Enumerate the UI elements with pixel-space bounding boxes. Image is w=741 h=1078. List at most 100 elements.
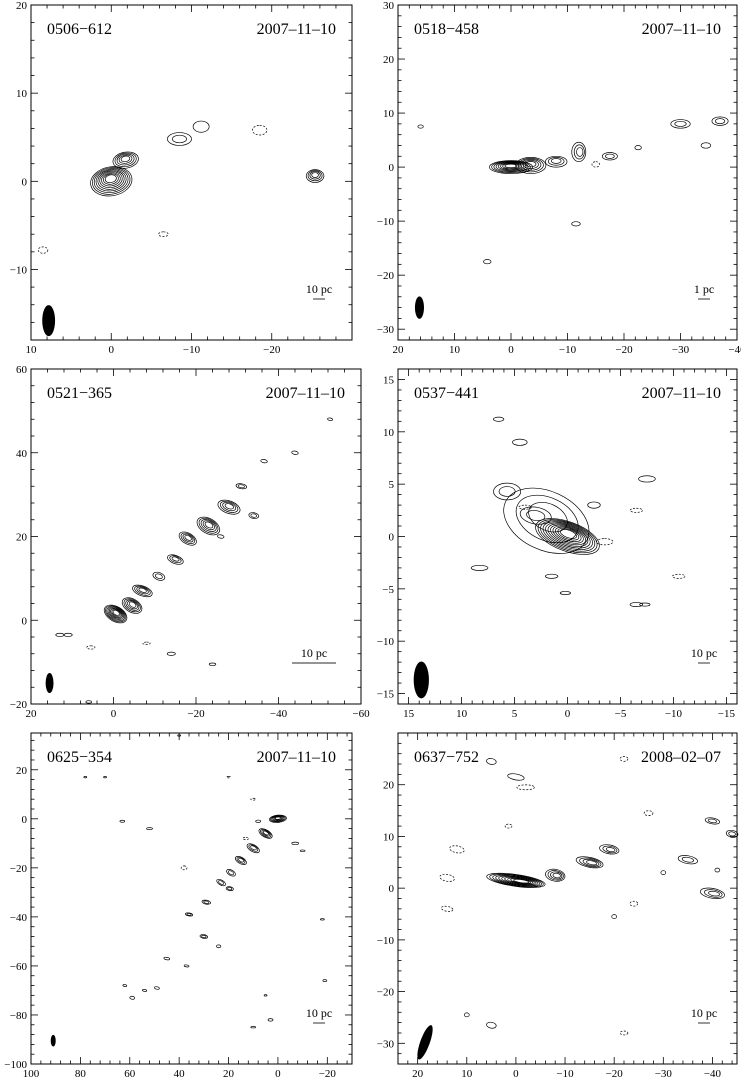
y-tick-label: 20 <box>16 765 28 777</box>
source-name: 0637−752 <box>414 749 479 766</box>
contour-level <box>192 120 210 133</box>
contour-level <box>486 1021 497 1029</box>
contour-level <box>537 519 598 554</box>
contour-level <box>512 438 528 446</box>
contour-level <box>132 584 153 598</box>
x-tick-label: −30 <box>672 344 690 356</box>
contour-level <box>542 521 593 550</box>
plot-frame <box>30 4 353 341</box>
panel-6: 20 10 0 −10 −20 −30 −40 −30 −20 −10 0 10 20 0637−752 2… <box>377 732 739 1078</box>
contour-level <box>575 856 604 869</box>
contour-map <box>37 120 325 254</box>
contour-level <box>92 167 131 195</box>
beam-ellipse <box>414 296 424 319</box>
y-tick-label: 20 <box>383 54 395 66</box>
contour-level <box>201 934 207 939</box>
y-tick-label: −10 <box>10 264 28 276</box>
contour-level <box>503 487 590 554</box>
contour-level <box>519 506 552 525</box>
observation-date: 2007–11–10 <box>257 21 336 38</box>
beam-ellipse <box>413 661 429 699</box>
observation-date: 2007–11–10 <box>642 21 721 38</box>
contour-level <box>250 845 257 851</box>
contour-level <box>544 573 559 579</box>
contour-level <box>169 555 182 564</box>
contour-level <box>271 815 285 822</box>
contour-level <box>417 124 424 129</box>
x-tick-label: −40 <box>728 344 741 356</box>
y-tick-label: −80 <box>10 1010 28 1022</box>
source-name: 0506−612 <box>47 21 112 38</box>
contour-level <box>104 174 117 184</box>
negative-contour <box>250 797 257 801</box>
contour-level <box>263 994 268 997</box>
contour-level <box>218 880 225 885</box>
contour-map <box>470 416 686 607</box>
contour-level <box>228 870 234 876</box>
y-tick-label: 10 <box>383 108 395 120</box>
contour-level <box>250 1026 257 1029</box>
contour-level <box>670 119 691 129</box>
contour-level <box>110 608 122 618</box>
contour-level <box>166 651 176 656</box>
contour-level <box>178 531 197 546</box>
contour-level <box>522 160 539 169</box>
contour-level <box>121 597 143 614</box>
contour-level <box>605 847 616 853</box>
x-tick-label: −20 <box>187 708 205 720</box>
y-tick-label: 20 <box>16 0 28 12</box>
y-tick-label: 20 <box>16 532 28 544</box>
x-tick-label: 100 <box>23 1068 40 1078</box>
contour-level <box>222 502 237 512</box>
contour-level <box>202 520 215 531</box>
negative-contour <box>37 246 49 254</box>
contour-level <box>639 602 651 607</box>
x-tick-label: 40 <box>174 1068 186 1078</box>
panel-1: 10 0 −10 −20 −10 0 10 20 0506−612 2007–11–10 10 pc <box>10 0 353 356</box>
y-tick-label: −100 <box>4 1059 27 1071</box>
contour-level <box>114 152 137 168</box>
contour-level <box>498 875 539 886</box>
contour-level <box>708 890 720 897</box>
contour-level <box>261 829 271 837</box>
contour-level <box>493 416 505 422</box>
contour-level <box>203 900 210 904</box>
contour-level <box>142 989 148 992</box>
contour-level <box>601 152 618 161</box>
x-tick-label: 0 <box>513 1068 519 1078</box>
contour-level <box>495 161 527 172</box>
negative-contour <box>252 125 268 136</box>
contour-level <box>267 1018 274 1022</box>
negative-contour <box>619 756 629 762</box>
x-tick-label: 20 <box>393 344 405 356</box>
contour-level <box>714 867 721 873</box>
x-tick-label: 60 <box>124 1068 136 1078</box>
panel-2: 20 10 0 −10 −20 −30 −40 −30 −20 −10 0 10 20 30 0518−45… <box>377 0 741 356</box>
contour-level <box>116 153 135 166</box>
y-tick-label: −20 <box>10 699 28 711</box>
contour-level <box>605 153 615 159</box>
x-tick-label: −20 <box>615 344 633 356</box>
negative-contour <box>439 873 455 882</box>
contour-level <box>714 118 726 125</box>
contour-level <box>520 159 542 171</box>
contour-level <box>63 632 73 637</box>
contour-level <box>105 605 127 623</box>
y-tick-label: −10 <box>377 935 395 947</box>
contour-level <box>576 147 584 157</box>
x-tick-label: 20 <box>223 1068 235 1078</box>
contour-level <box>510 878 532 884</box>
contour-level <box>196 516 221 536</box>
contour-level <box>493 482 522 501</box>
contour-level <box>489 873 544 888</box>
contour-level <box>127 600 138 610</box>
x-tick-label: 0 <box>275 1068 281 1078</box>
contour-level <box>225 886 234 892</box>
contour-level <box>307 170 323 182</box>
contour-level <box>309 171 321 180</box>
contour-level <box>172 134 187 144</box>
contour-level <box>498 486 516 497</box>
contour-level <box>507 773 525 781</box>
negative-contour <box>142 641 151 645</box>
